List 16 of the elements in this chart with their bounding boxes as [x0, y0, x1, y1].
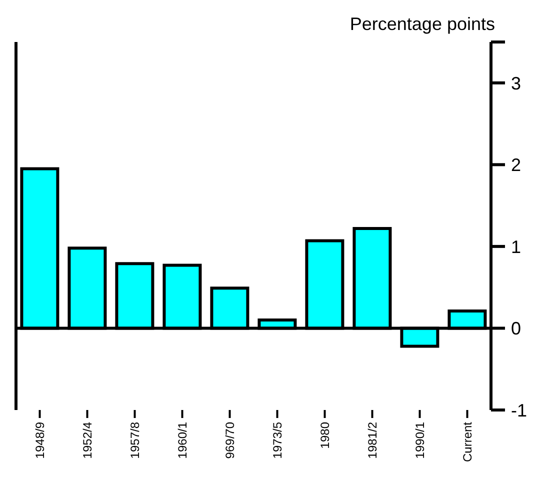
- y-tick-label: 2: [511, 155, 522, 176]
- x-tick-label: 1948/9: [32, 422, 47, 459]
- y-axis-title: Percentage points: [350, 14, 495, 35]
- y-tick-label: 1: [511, 236, 522, 257]
- x-tick-label: Current: [460, 421, 474, 462]
- y-tick-label: 0: [511, 318, 522, 339]
- y-tick-label: -1: [511, 400, 528, 420]
- x-tick-label: 1952/4: [80, 422, 94, 459]
- y-tick-label: 3: [511, 73, 522, 94]
- x-tick-label: 1973/5: [270, 422, 284, 459]
- x-tick-label: 1960/1: [175, 422, 190, 459]
- x-tick-label: 1990/1: [412, 422, 427, 459]
- x-tick-label: 1981/2: [365, 422, 380, 459]
- x-tick-label: 1980: [318, 422, 332, 449]
- x-tick-label: 969/70: [222, 422, 237, 459]
- x-tick-label: 1957/8: [128, 422, 142, 459]
